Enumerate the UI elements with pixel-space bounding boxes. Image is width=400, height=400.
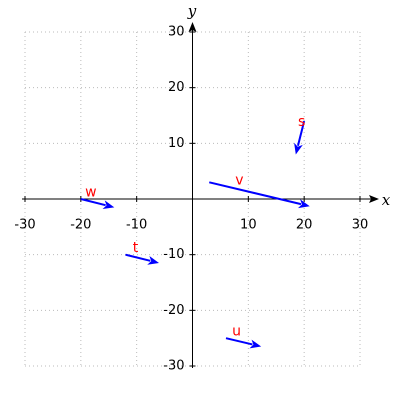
vector-label: s [298,114,305,130]
vector [209,181,302,206]
x-axis-label: x [382,191,391,209]
x-tick-label: 10 [240,218,257,233]
y-tick-label: -10 [163,247,184,262]
vector-head [147,255,159,265]
vector-label: u [232,324,241,340]
x-tick-label: -10 [126,218,147,233]
vector [225,337,253,346]
y-tick-label: 10 [168,136,185,151]
y-tick-label: -20 [163,303,184,318]
vector-head [294,142,303,155]
x-tick-label: 30 [352,218,369,233]
vector-label: t [133,240,139,256]
vector-head [249,339,262,349]
y-axis-arrow [188,22,197,32]
y-axis-label: y [187,2,197,20]
x-tick-label: 20 [296,218,313,233]
vector-head [102,200,115,210]
x-tick-label: -20 [70,218,91,233]
x-axis-arrow [369,195,379,203]
y-tick-label: 30 [168,25,185,40]
vector [80,198,106,207]
y-tick-label: -30 [163,359,184,374]
vector-head [298,199,310,209]
vector-label: w [85,185,96,201]
x-tick-label: -30 [14,218,35,233]
vector-label: v [235,172,243,188]
y-tick-label: 20 [168,80,185,95]
vector [125,253,151,262]
vector [297,120,306,146]
